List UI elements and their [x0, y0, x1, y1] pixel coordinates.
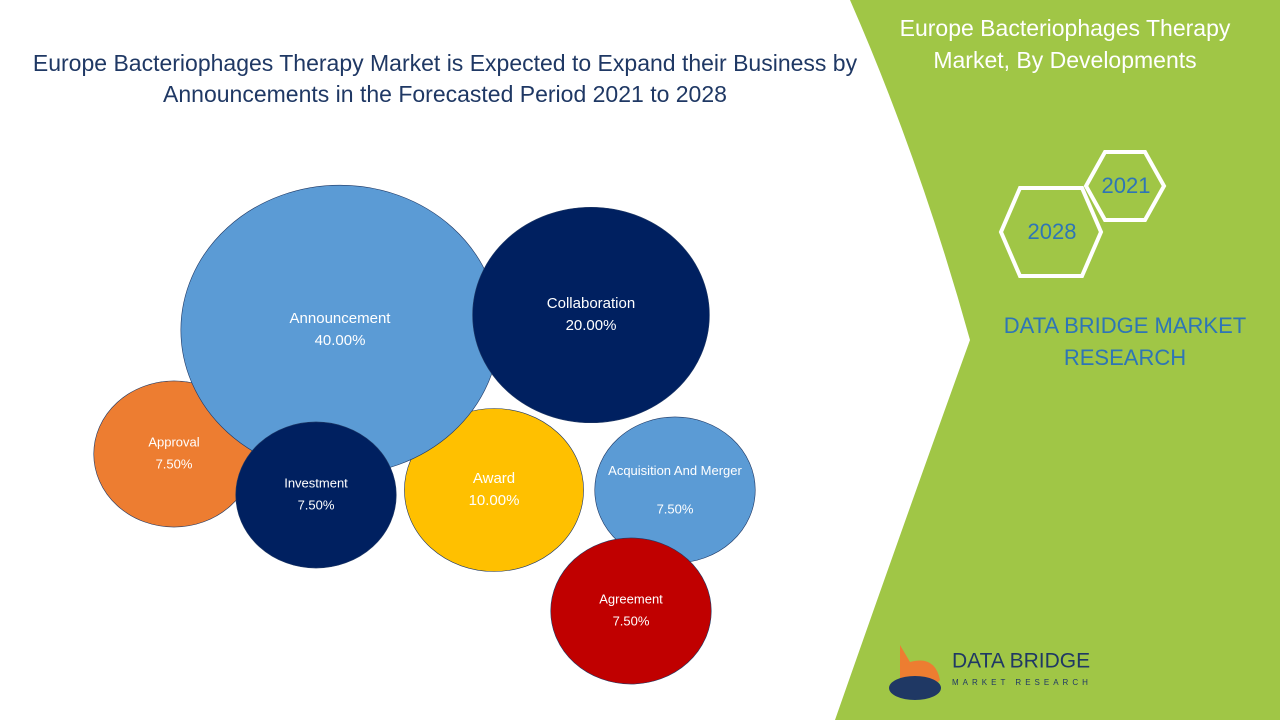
bubble-label: Collaboration	[547, 295, 635, 312]
bubble-label: Agreement	[599, 591, 663, 606]
bubble-value: 7.50%	[613, 613, 650, 628]
bubble-label: Acquisition And Merger	[608, 463, 742, 478]
bubble-value: 40.00%	[315, 332, 366, 349]
logo-name: DATA BRIDGE	[952, 650, 1090, 673]
side-panel	[835, 0, 1280, 720]
hexagon	[998, 186, 1104, 278]
brand-box: DATA BRIDGE MARKET RESEARCH	[1003, 313, 1247, 370]
bubble-value: 7.50%	[657, 501, 694, 516]
year-label: 2021	[1102, 173, 1151, 198]
logo-mark	[889, 676, 941, 700]
side-title-box: Europe Bacteriophages Therapy Market, By…	[899, 15, 1231, 73]
chart-title: Europe Bacteriophages Therapy Market is …	[32, 50, 858, 107]
hexagon	[1083, 150, 1167, 222]
label-box: Acquisition And Merger	[608, 463, 742, 478]
bubble-label: Investment	[284, 475, 348, 490]
bubble-value: 10.00%	[469, 492, 520, 509]
bubble-label: Approval	[148, 434, 199, 449]
bubbles: Award 10.00% Approval 7.50% Announcement 40.0…	[93, 184, 756, 685]
bubble-value: 7.50%	[298, 497, 335, 512]
year-label: 2028	[1028, 219, 1077, 244]
bubble-label: Award	[473, 470, 515, 487]
bubble	[235, 421, 397, 569]
bubble-label: Announcement	[290, 310, 392, 327]
bubble-value: 7.50%	[156, 456, 193, 471]
bubble	[472, 206, 710, 424]
brand-text: DATA BRIDGE MARKET RESEARCH	[1003, 313, 1247, 370]
title-box: Europe Bacteriophages Therapy Market is …	[32, 50, 858, 107]
side-title: Europe Bacteriophages Therapy Market, By…	[899, 15, 1231, 73]
bubble	[550, 537, 712, 685]
bubble-value: 20.00%	[566, 317, 617, 334]
bubble	[404, 408, 584, 572]
logo-tagline: MARKET RESEARCH	[952, 678, 1092, 687]
